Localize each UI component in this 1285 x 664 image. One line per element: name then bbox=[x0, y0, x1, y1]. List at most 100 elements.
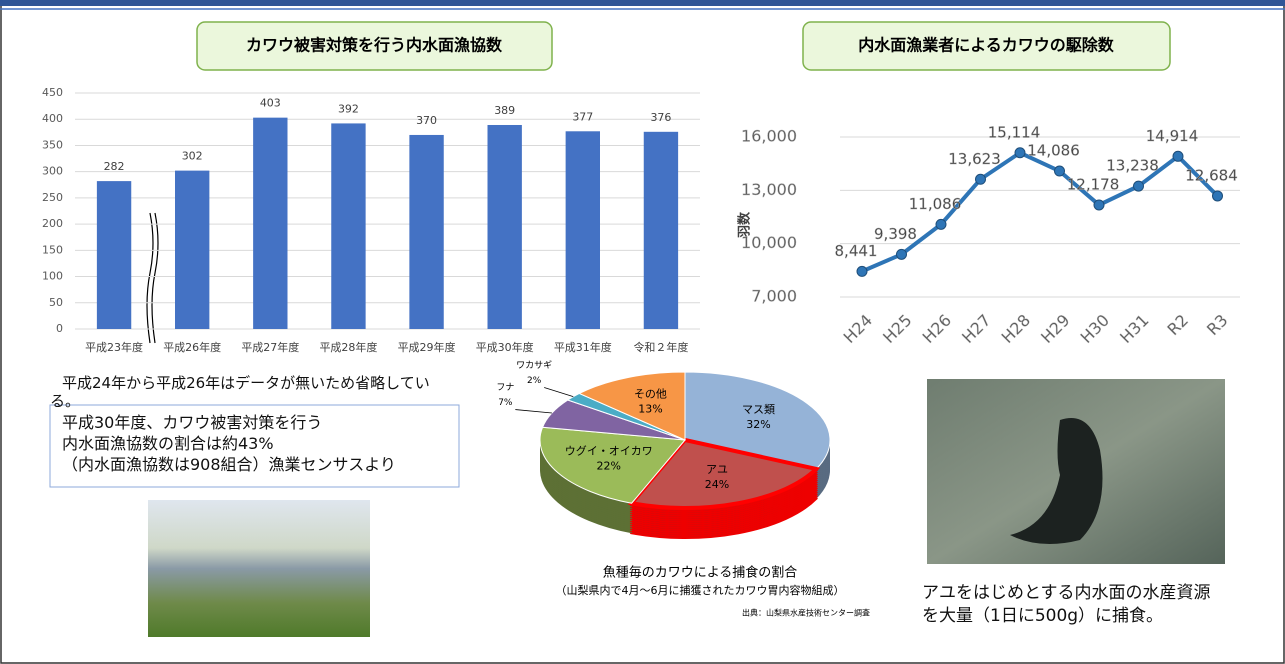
x-tick-label: 平成29年度 bbox=[398, 340, 456, 354]
value-label: 282 bbox=[104, 160, 125, 173]
bar bbox=[565, 131, 600, 329]
x-tick-label: 令和２年度 bbox=[633, 340, 688, 354]
value-label: 13,623 bbox=[948, 150, 1001, 168]
y-tick-label: 100 bbox=[42, 270, 63, 283]
slice-value: 2% bbox=[527, 376, 542, 386]
leader-line bbox=[515, 409, 552, 414]
point bbox=[1212, 190, 1223, 202]
x-tick-label: H29 bbox=[1037, 311, 1073, 347]
box-note: 平成30年度、カワウ被害対策を行う 内水面漁協数の割合は約43% （内水面漁協数… bbox=[62, 412, 396, 475]
x-tick-label: R3 bbox=[1203, 311, 1231, 339]
value-label: 377 bbox=[572, 110, 593, 123]
bar bbox=[643, 131, 679, 329]
point bbox=[856, 265, 868, 277]
chart-title: 内水面漁業者によるカワウの駆除数 bbox=[858, 36, 1115, 55]
y-tick-label: 16,000 bbox=[741, 127, 797, 146]
y-tick-label: 350 bbox=[42, 138, 63, 151]
leader-line bbox=[544, 387, 574, 398]
x-tick-label: H25 bbox=[879, 311, 915, 347]
slice-label: フナ bbox=[496, 382, 514, 393]
bar bbox=[409, 134, 444, 329]
value-label: 389 bbox=[494, 104, 515, 117]
chart-subtitle: （山梨県内で4月～6月に捕獲されたカワウ胃内容物組成） bbox=[556, 583, 845, 597]
bar bbox=[331, 123, 366, 329]
slice-label: アユ bbox=[706, 463, 728, 476]
box-line: 内水面漁協数の割合は約43% bbox=[62, 434, 274, 453]
value-label: 14,086 bbox=[1027, 142, 1080, 160]
line bbox=[861, 150, 1219, 274]
x-tick-label: 平成26年度 bbox=[163, 340, 221, 354]
value-label: 13,238 bbox=[1106, 157, 1159, 175]
photo-caption: アユをはじめとする内水面の水産資源を大量（1日に500g）に捕食。 bbox=[922, 583, 1211, 626]
slice-label: ワカサギ bbox=[516, 360, 552, 371]
break-mark bbox=[146, 212, 159, 344]
point bbox=[896, 248, 907, 260]
y-tick-label: 200 bbox=[42, 217, 63, 230]
slice-value: 13% bbox=[638, 403, 662, 416]
point bbox=[1014, 147, 1026, 159]
bar bbox=[487, 124, 522, 329]
value-label: 15,114 bbox=[988, 123, 1041, 141]
x-tick-label: R2 bbox=[1164, 311, 1192, 339]
slice-value: 22% bbox=[597, 460, 621, 473]
slice-value: 7% bbox=[498, 398, 513, 408]
value-label: 376 bbox=[650, 111, 671, 124]
y-tick-label: 450 bbox=[42, 86, 63, 99]
y-tick-label: 13,000 bbox=[741, 180, 797, 199]
point bbox=[1172, 150, 1184, 162]
x-tick-label: 平成23年度 bbox=[85, 340, 143, 354]
note-box bbox=[49, 404, 460, 488]
point bbox=[975, 173, 986, 185]
value-label: 8,441 bbox=[835, 242, 878, 260]
chart-title: カワウ被害対策を行う内水面漁協数 bbox=[246, 36, 503, 55]
y-tick-label: 400 bbox=[42, 112, 63, 125]
slice-value: 24% bbox=[705, 478, 729, 491]
x-tick-label: H30 bbox=[1077, 311, 1113, 347]
chart-title: 魚種毎のカワウによる捕食の割合 bbox=[603, 565, 798, 581]
slice bbox=[684, 371, 831, 470]
value-label: 12,684 bbox=[1185, 166, 1238, 184]
slice bbox=[539, 426, 687, 504]
point bbox=[1093, 199, 1105, 211]
point bbox=[1133, 180, 1144, 192]
value-label: 392 bbox=[338, 102, 359, 115]
bar bbox=[175, 170, 210, 329]
source: 出典：山梨県水産技術センター調査 bbox=[742, 608, 870, 618]
top-band bbox=[0, 0, 1285, 6]
x-tick-label: H24 bbox=[840, 311, 876, 347]
bar bbox=[253, 117, 288, 329]
y-tick-label: 7,000 bbox=[751, 287, 797, 306]
photo-field bbox=[148, 500, 370, 637]
y-axis-label: 羽数 bbox=[737, 211, 753, 238]
slice-label: マス類 bbox=[742, 403, 775, 416]
x-tick-label: 平成31年度 bbox=[554, 340, 612, 354]
value-label: 14,914 bbox=[1146, 127, 1199, 145]
value-label: 302 bbox=[182, 150, 203, 163]
title-box bbox=[802, 21, 1171, 71]
box-line: 平成30年度、カワウ被害対策を行う bbox=[62, 413, 323, 432]
y-tick-label: 50 bbox=[49, 296, 63, 309]
photo-bird bbox=[1010, 418, 1103, 544]
x-tick-label: H27 bbox=[958, 311, 994, 347]
x-tick-label: H28 bbox=[998, 311, 1034, 347]
slice bbox=[627, 437, 821, 510]
slice-value: 32% bbox=[746, 418, 770, 431]
value-label: 9,398 bbox=[874, 225, 917, 243]
point bbox=[1054, 165, 1065, 177]
y-tick-label: 150 bbox=[42, 243, 63, 256]
x-tick-label: H31 bbox=[1116, 311, 1152, 347]
point bbox=[935, 218, 947, 230]
omission-note: 平成24年から平成26年はデータが無いため省略している。 bbox=[50, 374, 430, 410]
y-tick-label: 250 bbox=[42, 191, 63, 204]
slice bbox=[578, 371, 686, 441]
slice-label: その他 bbox=[634, 388, 667, 401]
value-label: 11,086 bbox=[909, 195, 962, 213]
x-tick-label: 平成28年度 bbox=[319, 340, 377, 354]
value-label: 12,178 bbox=[1067, 175, 1120, 193]
x-tick-label: H26 bbox=[919, 311, 955, 347]
y-tick-label: 0 bbox=[56, 322, 63, 335]
x-tick-label: 平成27年度 bbox=[241, 340, 299, 354]
value-label: 403 bbox=[260, 97, 281, 110]
